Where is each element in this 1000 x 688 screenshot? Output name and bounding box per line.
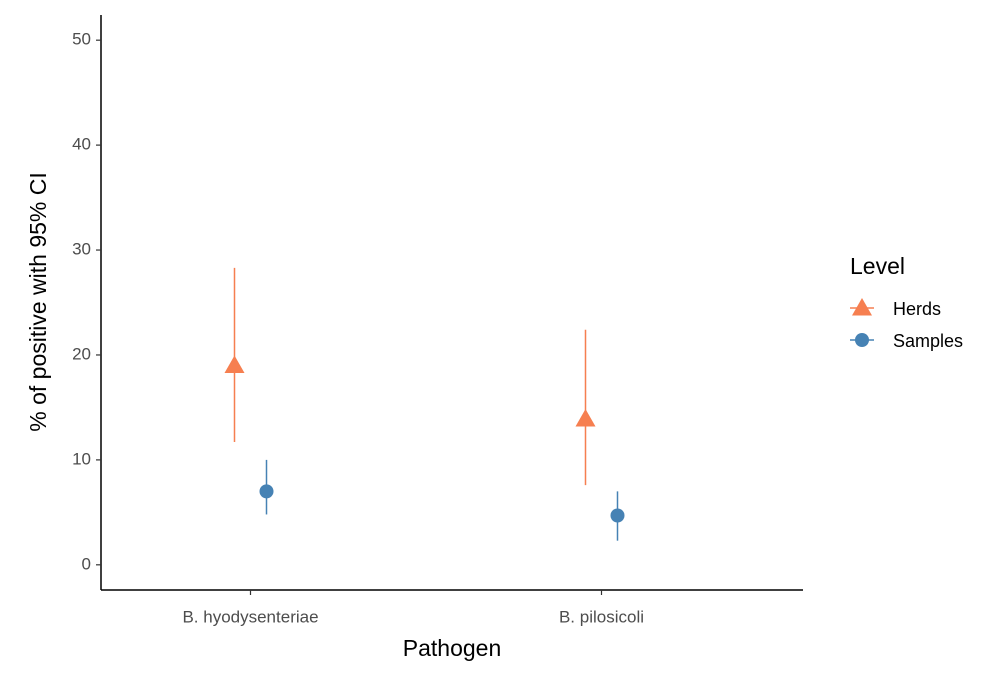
x-tick-label: B. pilosicoli bbox=[559, 607, 644, 626]
x-tick-label: B. hyodysenteriae bbox=[182, 607, 318, 626]
y-tick-label: 20 bbox=[72, 344, 91, 363]
legend-label: Samples bbox=[893, 331, 963, 351]
point bbox=[610, 508, 625, 523]
y-axis-title: % of positive with 95% CI bbox=[25, 172, 51, 432]
legend-marker bbox=[855, 333, 869, 347]
y-tick-label: 0 bbox=[82, 554, 91, 573]
point bbox=[259, 484, 274, 499]
y-tick-label: 30 bbox=[72, 240, 91, 259]
y-tick-label: 40 bbox=[72, 135, 91, 154]
y-tick-label: 50 bbox=[72, 30, 91, 49]
legend-label: Herds bbox=[893, 299, 941, 319]
point bbox=[575, 408, 596, 427]
legend-title: Level bbox=[850, 253, 905, 279]
legend-marker bbox=[852, 298, 872, 316]
y-tick-label: 10 bbox=[72, 449, 91, 468]
point bbox=[224, 355, 245, 373]
x-axis-title: Pathogen bbox=[403, 635, 501, 661]
